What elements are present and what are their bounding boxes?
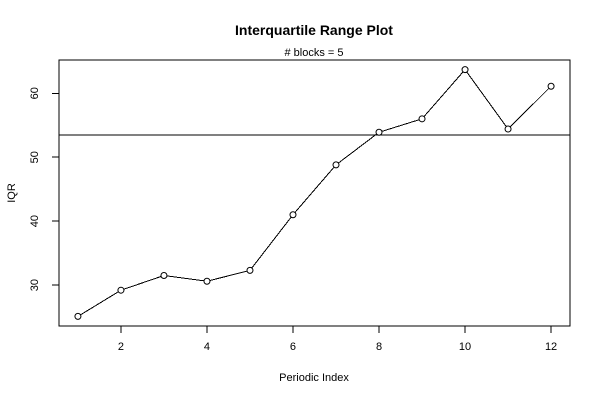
series-segment xyxy=(163,274,208,282)
y-tick-label: 60 xyxy=(29,87,41,99)
y-tick-label: 40 xyxy=(29,215,41,227)
data-point xyxy=(203,277,211,285)
x-tick-label: 10 xyxy=(459,341,471,353)
x-tick-label: 8 xyxy=(376,341,382,353)
series-segment xyxy=(206,269,251,282)
chart-title: Interquartile Range Plot xyxy=(235,22,393,38)
data-point xyxy=(117,286,125,294)
plot-area xyxy=(58,59,571,327)
ticks: 2 4 6 8 10 12 30 40 50 60 xyxy=(29,87,557,353)
data-point xyxy=(375,128,383,136)
series xyxy=(74,66,555,320)
y-axis-label: IQR xyxy=(6,183,18,203)
data-point xyxy=(461,66,469,74)
series-segment xyxy=(464,69,509,130)
series-segment xyxy=(77,289,122,317)
series-segment xyxy=(335,131,380,166)
series-segment xyxy=(507,85,552,130)
data-point xyxy=(418,115,426,123)
series-segment xyxy=(421,69,466,120)
axes xyxy=(58,91,551,327)
data-point xyxy=(160,271,168,279)
data-point xyxy=(246,266,254,274)
y-tick-label: 30 xyxy=(29,279,41,291)
data-point xyxy=(504,125,512,133)
data-point xyxy=(547,82,555,90)
x-tick-label: 4 xyxy=(204,341,210,353)
x-tick-label: 2 xyxy=(118,341,124,353)
data-point xyxy=(74,312,82,320)
series-segment xyxy=(120,275,165,291)
data-point xyxy=(289,211,297,219)
data-point xyxy=(332,161,340,169)
series-segment xyxy=(249,214,294,271)
x-tick-label: 6 xyxy=(290,341,296,353)
y-tick-label: 50 xyxy=(29,151,41,163)
chart-subtitle: # blocks = 5 xyxy=(284,47,343,59)
series-segment xyxy=(292,164,337,216)
x-axis-label: Periodic Index xyxy=(279,372,349,384)
series-segment xyxy=(378,118,423,133)
x-tick-label: 12 xyxy=(545,341,557,353)
